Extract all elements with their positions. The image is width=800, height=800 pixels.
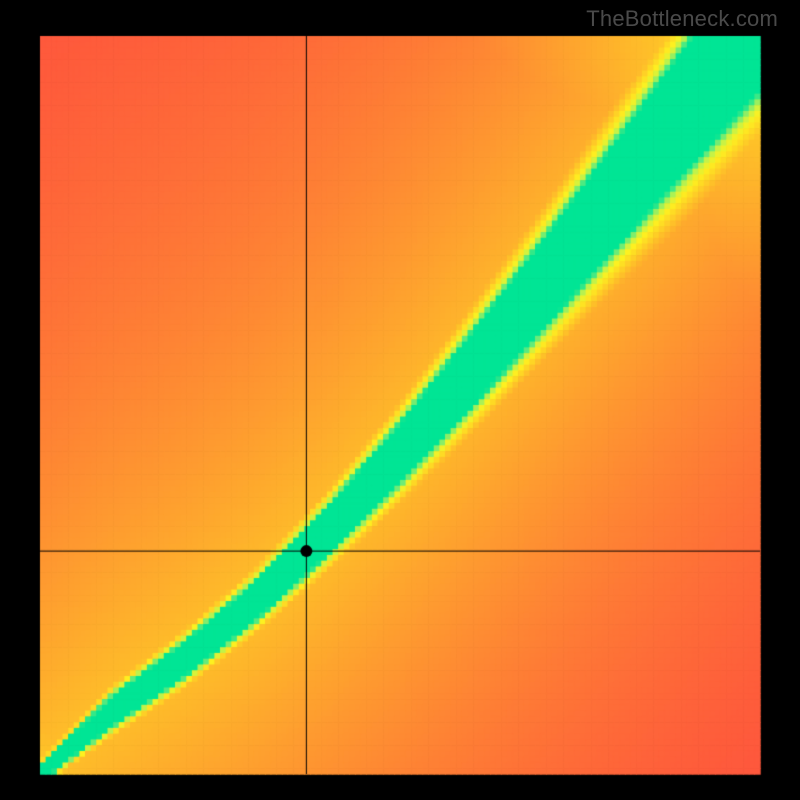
watermark-text: TheBottleneck.com — [586, 6, 778, 32]
heatmap-canvas — [0, 0, 800, 800]
chart-container: TheBottleneck.com — [0, 0, 800, 800]
